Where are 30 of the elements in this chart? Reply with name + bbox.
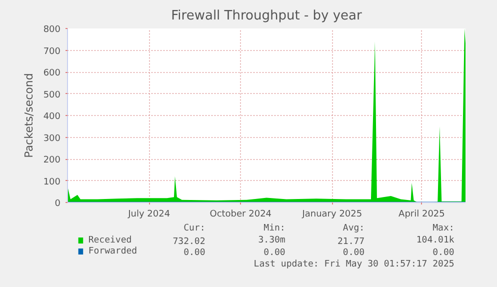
- chart-title: Firewall Throughput - by year: [171, 8, 363, 24]
- x-tick-label: January 2025: [301, 210, 362, 220]
- y-tick-label: 400: [43, 112, 61, 122]
- x-tick-label: July 2024: [127, 210, 170, 220]
- y-tick-label: 200: [43, 156, 61, 166]
- y-tick-label: 600: [43, 68, 61, 78]
- text: Min:: [264, 224, 286, 234]
- text: 0.00: [264, 248, 286, 258]
- text: 732.02: [172, 237, 206, 247]
- y-axis-title: Packets/second: [22, 73, 36, 158]
- x-tick-label: October 2024: [210, 210, 272, 220]
- y-tick-label: 800: [43, 25, 61, 35]
- y-tick-label: 100: [43, 177, 61, 188]
- text: 104.01k: [416, 236, 455, 246]
- text: 0.00: [432, 248, 454, 258]
- y-tick-label: 300: [43, 134, 61, 144]
- text: 3.30m: [258, 236, 286, 246]
- text: Last update: Fri May 30 01:57:17 2025: [254, 260, 454, 270]
- text: 21.77: [338, 237, 365, 247]
- text: Avg:: [342, 224, 365, 234]
- legend-label: Forwarded: [88, 246, 138, 256]
- text: 0.00: [184, 248, 206, 258]
- text: Cur:: [184, 224, 206, 234]
- text: 0.00: [342, 248, 365, 258]
- text: Max:: [432, 224, 454, 234]
- y-tick-label: 500: [43, 90, 61, 100]
- y-tick-label: 0: [54, 199, 61, 209]
- y-tick-label: 700: [43, 46, 61, 57]
- x-tick-label: April 2025: [398, 210, 445, 220]
- legend-label: Received: [88, 236, 132, 246]
